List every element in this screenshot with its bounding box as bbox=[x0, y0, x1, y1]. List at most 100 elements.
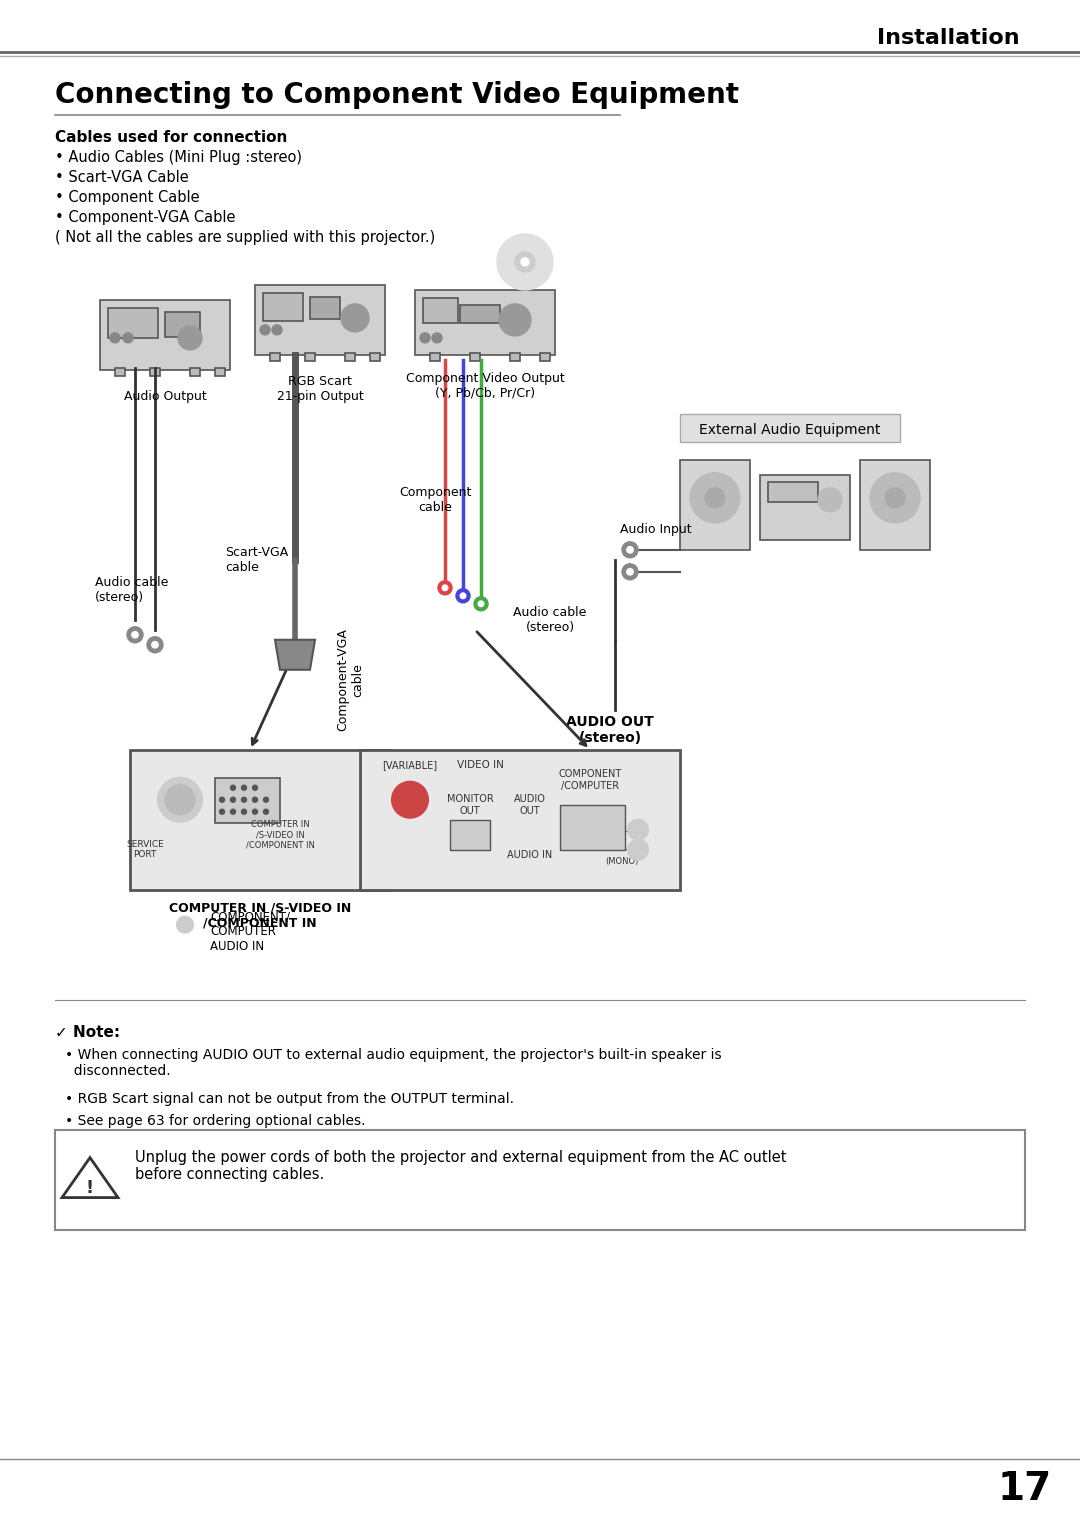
Text: COMPUTER IN /S-VIDEO IN
/COMPONENT IN: COMPUTER IN /S-VIDEO IN /COMPONENT IN bbox=[168, 902, 351, 930]
Text: AUDIO IN: AUDIO IN bbox=[508, 849, 553, 860]
FancyBboxPatch shape bbox=[114, 368, 125, 375]
Text: Component
cable: Component cable bbox=[399, 486, 471, 513]
Text: • See page 63 for ordering optional cables.: • See page 63 for ordering optional cabl… bbox=[65, 1114, 365, 1128]
FancyBboxPatch shape bbox=[510, 353, 519, 360]
Circle shape bbox=[499, 304, 531, 336]
Circle shape bbox=[478, 601, 484, 607]
Circle shape bbox=[253, 808, 257, 815]
Circle shape bbox=[460, 593, 465, 598]
Circle shape bbox=[230, 786, 235, 790]
Circle shape bbox=[219, 798, 225, 802]
Circle shape bbox=[626, 547, 633, 553]
Text: Connecting to Component Video Equipment: Connecting to Component Video Equipment bbox=[55, 80, 739, 109]
Text: AUDIO OUT
(stereo): AUDIO OUT (stereo) bbox=[566, 715, 653, 745]
Text: Audio cable
(stereo): Audio cable (stereo) bbox=[513, 606, 586, 634]
Circle shape bbox=[230, 798, 235, 802]
Circle shape bbox=[219, 808, 225, 815]
Circle shape bbox=[521, 257, 529, 266]
Text: COMPONENT/
COMPUTER
AUDIO IN: COMPONENT/ COMPUTER AUDIO IN bbox=[210, 910, 291, 954]
Circle shape bbox=[242, 798, 246, 802]
Circle shape bbox=[627, 819, 648, 840]
Text: [VARIABLE]: [VARIABLE] bbox=[382, 760, 437, 769]
Circle shape bbox=[442, 584, 448, 590]
FancyBboxPatch shape bbox=[310, 297, 340, 319]
Circle shape bbox=[341, 304, 369, 332]
Text: Scart-VGA
cable: Scart-VGA cable bbox=[225, 547, 288, 574]
Circle shape bbox=[230, 808, 235, 815]
Circle shape bbox=[622, 542, 638, 557]
FancyBboxPatch shape bbox=[108, 307, 158, 338]
Text: Audio Input: Audio Input bbox=[620, 524, 691, 536]
Circle shape bbox=[110, 333, 120, 342]
Text: • When connecting AUDIO OUT to external audio equipment, the projector's built-i: • When connecting AUDIO OUT to external … bbox=[65, 1048, 721, 1078]
Circle shape bbox=[626, 569, 633, 575]
Circle shape bbox=[264, 808, 269, 815]
Text: Audio cable
(stereo): Audio cable (stereo) bbox=[95, 575, 168, 604]
Circle shape bbox=[474, 597, 488, 610]
FancyBboxPatch shape bbox=[255, 285, 384, 354]
Circle shape bbox=[127, 627, 143, 643]
Circle shape bbox=[438, 581, 453, 595]
FancyBboxPatch shape bbox=[270, 353, 280, 360]
Text: Unplug the power cords of both the projector and external equipment from the AC : Unplug the power cords of both the proje… bbox=[135, 1149, 786, 1182]
FancyBboxPatch shape bbox=[215, 778, 280, 822]
Circle shape bbox=[622, 563, 638, 580]
Text: SERVICE
PORT: SERVICE PORT bbox=[126, 840, 164, 860]
Polygon shape bbox=[62, 1158, 118, 1198]
Text: Cables used for connection: Cables used for connection bbox=[55, 130, 287, 145]
Text: ( Not all the cables are supplied with this projector.): ( Not all the cables are supplied with t… bbox=[55, 230, 435, 245]
Circle shape bbox=[456, 589, 470, 603]
FancyBboxPatch shape bbox=[150, 368, 160, 375]
Circle shape bbox=[627, 840, 648, 860]
FancyBboxPatch shape bbox=[470, 353, 480, 360]
FancyBboxPatch shape bbox=[415, 289, 555, 354]
Circle shape bbox=[165, 784, 195, 815]
Circle shape bbox=[132, 631, 138, 637]
FancyBboxPatch shape bbox=[264, 292, 303, 321]
Text: Component Video Output
(Y, Pb/Cb, Pr/Cr): Component Video Output (Y, Pb/Cb, Pr/Cr) bbox=[406, 372, 565, 400]
Circle shape bbox=[432, 333, 442, 342]
FancyBboxPatch shape bbox=[430, 353, 440, 360]
Text: !: ! bbox=[86, 1178, 94, 1196]
Text: RGB Scart
21-pin Output: RGB Scart 21-pin Output bbox=[276, 375, 363, 403]
Circle shape bbox=[177, 916, 193, 933]
FancyBboxPatch shape bbox=[190, 368, 200, 375]
FancyBboxPatch shape bbox=[130, 749, 390, 890]
Circle shape bbox=[885, 488, 905, 507]
FancyBboxPatch shape bbox=[561, 805, 625, 849]
FancyBboxPatch shape bbox=[423, 298, 458, 322]
Polygon shape bbox=[275, 640, 315, 669]
FancyBboxPatch shape bbox=[768, 481, 818, 501]
Circle shape bbox=[178, 326, 202, 350]
Circle shape bbox=[870, 472, 920, 522]
Text: Component-VGA
cable: Component-VGA cable bbox=[336, 628, 364, 731]
Text: COMPONENT
/COMPUTER: COMPONENT /COMPUTER bbox=[558, 769, 622, 790]
Text: ✓ Note:: ✓ Note: bbox=[55, 1025, 120, 1040]
Circle shape bbox=[818, 488, 842, 512]
Circle shape bbox=[158, 778, 202, 822]
Circle shape bbox=[690, 472, 740, 522]
FancyBboxPatch shape bbox=[345, 353, 355, 360]
FancyBboxPatch shape bbox=[215, 368, 225, 375]
FancyBboxPatch shape bbox=[680, 460, 750, 550]
Text: – L: – L bbox=[625, 845, 637, 854]
Text: COMPUTER IN
/S-VIDEO IN
/COMPONENT IN: COMPUTER IN /S-VIDEO IN /COMPONENT IN bbox=[245, 819, 314, 849]
FancyBboxPatch shape bbox=[370, 353, 380, 360]
FancyBboxPatch shape bbox=[680, 413, 900, 442]
Text: 17: 17 bbox=[998, 1470, 1052, 1508]
Text: AUDIO
OUT: AUDIO OUT bbox=[514, 793, 545, 816]
FancyBboxPatch shape bbox=[760, 475, 850, 540]
Text: VIDEO IN: VIDEO IN bbox=[457, 760, 503, 769]
Circle shape bbox=[242, 786, 246, 790]
Text: – R: – R bbox=[625, 827, 638, 836]
Text: External Audio Equipment: External Audio Equipment bbox=[700, 422, 880, 438]
FancyBboxPatch shape bbox=[165, 312, 200, 338]
Circle shape bbox=[272, 326, 282, 335]
Circle shape bbox=[253, 798, 257, 802]
Text: MONITOR
OUT: MONITOR OUT bbox=[447, 793, 494, 816]
Text: • Scart-VGA Cable: • Scart-VGA Cable bbox=[55, 171, 189, 185]
FancyBboxPatch shape bbox=[860, 460, 930, 550]
FancyBboxPatch shape bbox=[55, 1129, 1025, 1229]
Circle shape bbox=[515, 251, 535, 273]
FancyBboxPatch shape bbox=[540, 353, 550, 360]
